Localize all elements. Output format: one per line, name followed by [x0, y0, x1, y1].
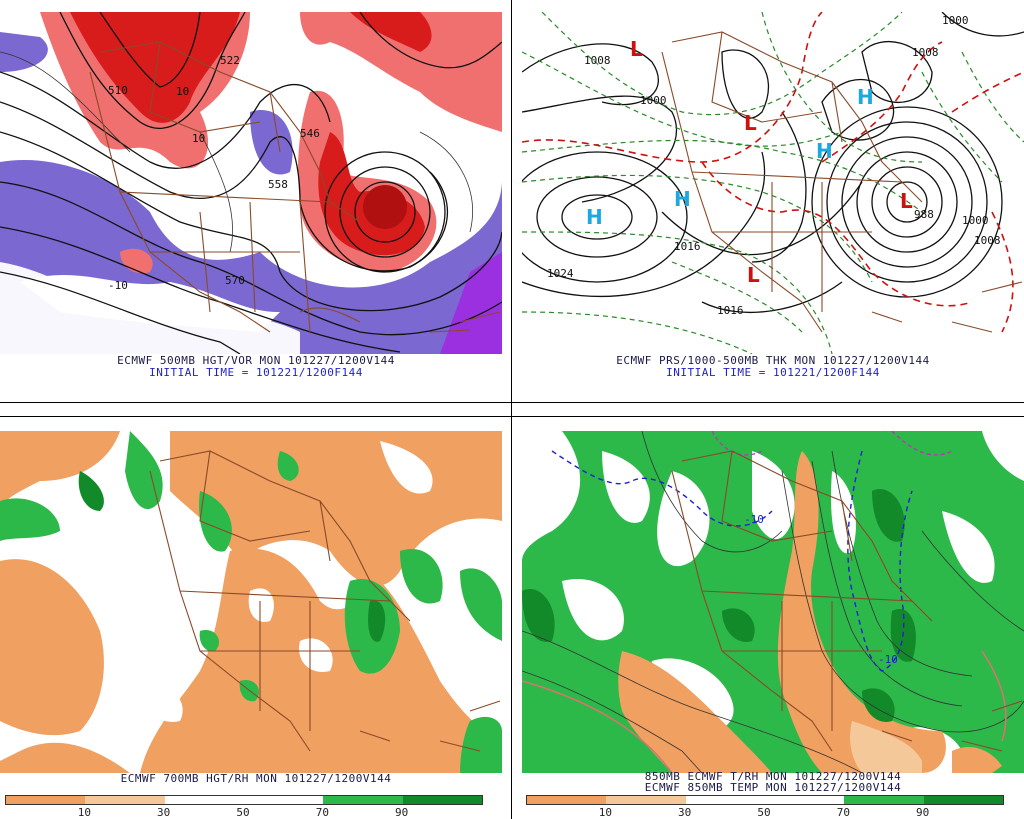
vertical-panel-divider	[511, 0, 512, 819]
rh-scale-labels-left: 10 30 50 70 90	[5, 807, 481, 819]
scale-label: 10	[598, 806, 612, 819]
panel-sfc-pressure-thickness: 1008 1000 1024 1016 1016 988 1000 1008 1…	[512, 0, 1024, 409]
caption-pressure-title: ECMWF PRS/1000-500MB THK MON 101227/1200…	[616, 354, 930, 367]
scale-label: 30	[678, 806, 692, 819]
map-500mb-vorticity	[0, 12, 502, 354]
t850-map-graphic	[522, 431, 1024, 773]
map-700mb-rh	[0, 431, 502, 773]
scale-label: 50	[757, 806, 771, 819]
vorticity-map-graphic	[0, 12, 502, 354]
horizontal-panel-divider	[0, 402, 1024, 403]
scale-label: 70	[836, 806, 850, 819]
horizontal-panel-divider-lower	[0, 416, 1024, 417]
rh-scale-labels-right: 10 30 50 70 90	[526, 807, 1002, 819]
panel-700mb-hgt-rh: ECMWF 700MB HGT/RH MON 101227/1200V144 1…	[0, 409, 512, 819]
scale-label: 90	[395, 806, 409, 819]
panel-850mb-temp-rh: -10 -10 850MB ECMWF T/RH MON 101227/1200…	[512, 409, 1024, 819]
scale-label: 30	[157, 806, 171, 819]
scale-label: 70	[315, 806, 329, 819]
caption-pressure-initial-time: INITIAL TIME = 101221/1200F144	[666, 366, 880, 379]
caption-850mb-temp: ECMWF 850MB TEMP MON 101227/1200V144	[644, 781, 902, 794]
rh700-map-graphic	[0, 431, 502, 773]
caption-850mb-title: 850MB ECMWF T/RH MON 101227/1200V144	[644, 770, 902, 783]
scale-label: 90	[916, 806, 930, 819]
map-850mb-temp-rh	[522, 431, 1024, 773]
caption-500mb-title: ECMWF 500MB HGT/VOR MON 101227/1200V144	[117, 354, 395, 367]
caption-700mb-title: ECMWF 700MB HGT/RH MON 101227/1200V144	[120, 772, 392, 785]
scale-label: 10	[77, 806, 91, 819]
panel-500mb-hgt-vor: ECMWF 500MB HGT/VOR MON 101227/1200V144 …	[0, 0, 512, 409]
scale-label: 50	[236, 806, 250, 819]
map-pressure-thickness	[522, 12, 1024, 354]
caption-500mb-initial-time: INITIAL TIME = 101221/1200F144	[149, 366, 363, 379]
rh-color-scale-right	[526, 795, 1004, 805]
pressure-map-graphic	[522, 12, 1024, 354]
rh-color-scale-left	[5, 795, 483, 805]
